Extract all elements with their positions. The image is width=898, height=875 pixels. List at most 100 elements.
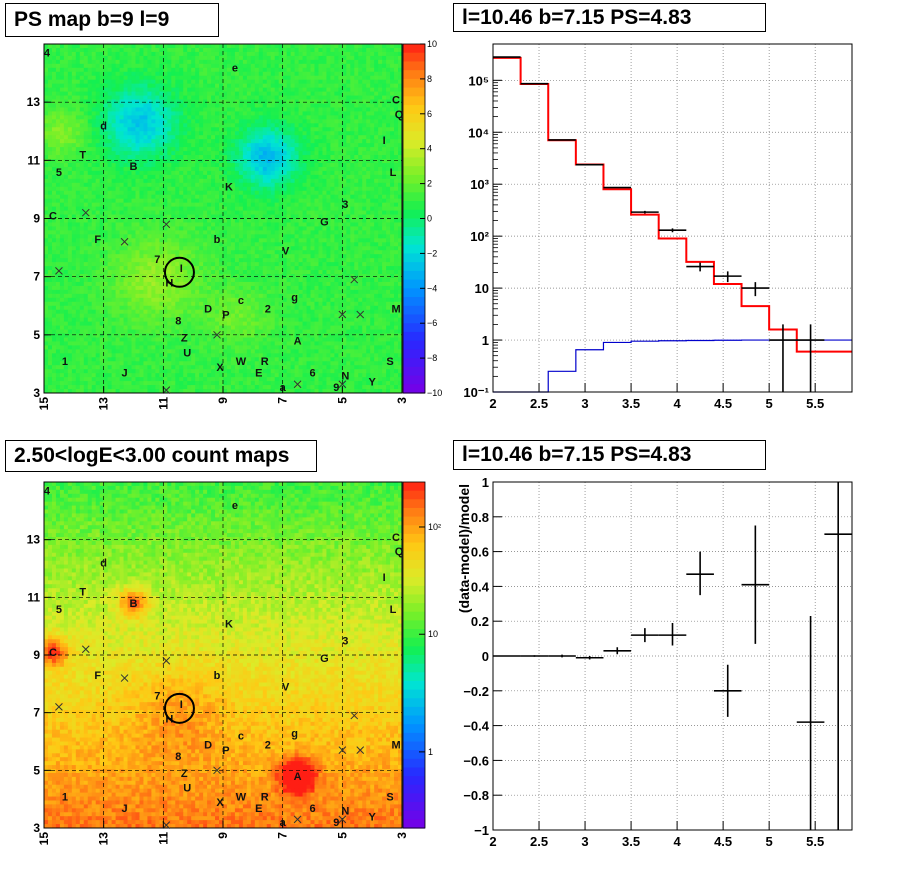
map-pixel — [179, 55, 184, 61]
map-pixel — [382, 79, 387, 85]
map-pixel — [187, 178, 192, 184]
map-pixel — [119, 139, 125, 144]
map-pixel — [139, 218, 144, 223]
map-pixel — [266, 91, 272, 97]
map-pixel — [330, 91, 335, 97]
map-pixel — [254, 210, 260, 216]
map-pixel — [270, 210, 276, 216]
map-pixel — [330, 162, 335, 168]
map-pixel — [302, 186, 308, 192]
map-pixel — [270, 166, 276, 172]
map-pixel — [234, 123, 240, 128]
map-pixel — [282, 135, 288, 140]
map-pixel — [242, 51, 248, 57]
map-pixel — [191, 143, 196, 148]
map-pixel — [79, 178, 85, 184]
map-pixel — [242, 159, 248, 164]
map-pixel — [270, 182, 276, 188]
map-pixel — [111, 198, 117, 204]
map-pixel — [119, 206, 125, 212]
map-pixel — [135, 99, 140, 104]
map-pixel — [262, 143, 268, 148]
map-pixel — [394, 174, 399, 180]
map-pixel — [294, 170, 300, 176]
map-pixel — [83, 230, 89, 235]
map-pixel — [83, 234, 89, 239]
map-pixel — [382, 230, 387, 235]
map-pixel — [226, 198, 232, 204]
map-pixel — [155, 83, 160, 89]
map-pixel — [135, 234, 140, 239]
map-pixel — [290, 206, 296, 212]
map-pixel — [378, 222, 383, 227]
map-pixel — [278, 99, 284, 104]
map-pixel — [67, 107, 73, 112]
map-pixel — [187, 254, 192, 259]
map-pixel — [270, 226, 276, 231]
map-pixel — [99, 262, 105, 267]
map-pixel — [87, 194, 93, 200]
map-pixel — [163, 75, 168, 81]
map-pixel — [294, 159, 300, 164]
map-pixel — [55, 226, 61, 231]
map-pixel — [278, 44, 284, 49]
map-pixel — [354, 67, 359, 73]
map-pixel — [95, 230, 101, 235]
map-pixel — [334, 127, 339, 132]
map-pixel — [322, 206, 327, 212]
map-pixel — [286, 44, 292, 49]
map-pixel — [230, 151, 236, 156]
map-pixel — [191, 119, 196, 124]
map-pixel — [47, 55, 53, 61]
map-pixel — [111, 170, 117, 176]
map-pixel — [75, 186, 81, 192]
map-pixel — [63, 147, 69, 152]
map-pixel — [79, 115, 85, 120]
map-pixel — [163, 107, 168, 112]
map-pixel — [147, 214, 152, 219]
map-pixel — [322, 99, 327, 104]
map-pixel — [230, 107, 236, 112]
map-pixel — [330, 242, 335, 247]
map-pixel — [139, 87, 144, 93]
map-pixel — [258, 59, 264, 65]
map-pixel — [286, 147, 292, 152]
map-pixel — [103, 194, 109, 200]
map-pixel — [55, 250, 61, 255]
map-pixel — [47, 162, 53, 168]
map-pixel — [111, 182, 117, 188]
map-pixel — [326, 194, 331, 200]
map-pixel — [358, 87, 363, 93]
map-pixel — [147, 174, 152, 180]
map-pixel — [374, 238, 379, 243]
map-pixel — [386, 218, 391, 223]
map-pixel — [338, 44, 343, 49]
map-pixel — [83, 127, 89, 132]
map-pixel — [290, 111, 296, 116]
map-pixel — [382, 47, 387, 53]
map-pixel — [47, 107, 53, 112]
map-pixel — [262, 202, 268, 208]
map-pixel — [286, 218, 292, 223]
map-pixel — [135, 222, 140, 227]
map-pixel — [234, 131, 240, 136]
map-pixel — [274, 250, 280, 255]
map-pixel — [310, 139, 315, 144]
map-pixel — [310, 107, 315, 112]
map-pixel — [63, 174, 69, 180]
map-pixel — [211, 226, 216, 231]
map-pixel — [99, 170, 105, 176]
map-pixel — [63, 258, 69, 263]
map-pixel — [159, 246, 164, 251]
map-pixel — [135, 194, 140, 200]
map-pixel — [302, 170, 308, 176]
map-pixel — [147, 44, 152, 49]
map-pixel — [223, 131, 228, 136]
map-pixel — [354, 79, 359, 85]
map-pixel — [386, 222, 391, 227]
map-pixel — [99, 47, 105, 53]
map-pixel — [286, 226, 292, 231]
map-pixel — [163, 258, 168, 263]
map-pixel — [358, 210, 363, 216]
map-pixel — [274, 222, 280, 227]
